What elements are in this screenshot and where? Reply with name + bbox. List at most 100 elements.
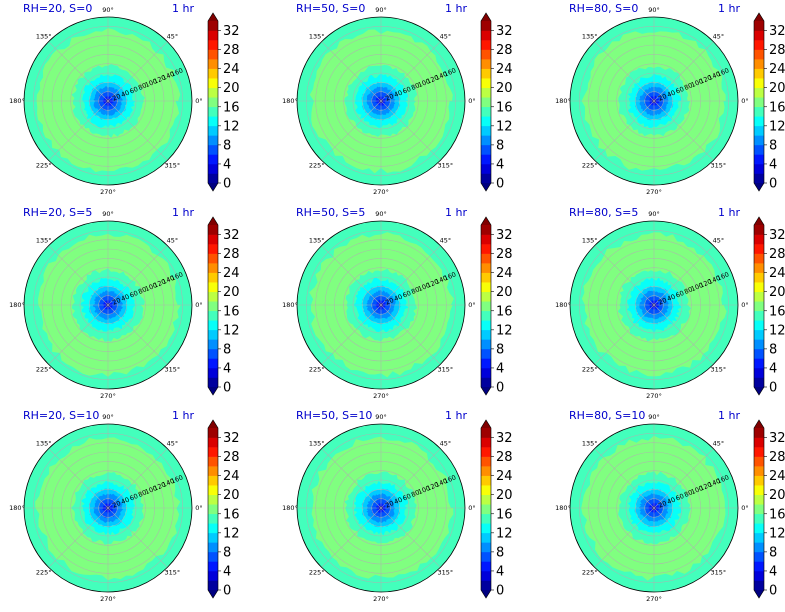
colorbar-segment [208, 163, 218, 174]
panel-time-label: 1 hr [172, 409, 194, 422]
colorbar-segment [208, 301, 218, 312]
colorbar-segment [481, 348, 491, 359]
colorbar-segment [754, 456, 764, 467]
grid-spoke [594, 448, 655, 509]
grid-spoke [380, 41, 441, 102]
angle-tick-label: 45° [713, 33, 725, 41]
colorbar-tick-label: 0 [223, 381, 231, 396]
colorbar-tick-label: 12 [769, 119, 785, 134]
colorbar-segment [481, 125, 491, 136]
colorbar-segment [208, 570, 218, 581]
colorbar-segment [208, 485, 218, 496]
colorbar-segment [208, 282, 218, 293]
grid-spoke [48, 304, 109, 365]
angle-tick-label: 45° [167, 440, 179, 448]
panel-title: RH=50, S=0 [296, 2, 365, 15]
radial-tick-label: 40 [393, 293, 404, 304]
colorbar-segment [754, 542, 764, 553]
colorbar-extend-min [481, 590, 491, 598]
colorbar-segment [754, 144, 764, 155]
colorbar-tick-label: 16 [496, 100, 513, 115]
colorbar-segment [754, 466, 764, 476]
colorbar-tick-label: 4 [223, 361, 231, 376]
colorbar-extend-max [754, 217, 764, 225]
colorbar-tick-label: 28 [496, 450, 513, 465]
angle-tick-label: 315° [711, 568, 727, 576]
colorbar-tick-label: 12 [496, 526, 513, 541]
colorbar-tick-label: 16 [223, 507, 240, 522]
angle-tick-label: 135° [309, 237, 325, 245]
colorbar-segment [481, 532, 491, 543]
angle-tick-label: 135° [36, 237, 52, 245]
colorbar-segment [754, 523, 764, 534]
radial-tick-label: 20 [657, 499, 668, 510]
grid-spoke [653, 507, 714, 568]
radial-tick-label: 60 [675, 85, 686, 96]
colorbar-tick-label: 0 [223, 177, 231, 192]
colorbar-segment [208, 339, 218, 350]
angle-tick-label: 225° [36, 568, 52, 576]
colorbar-tick-label: 32 [496, 431, 513, 446]
radial-tick-label: 20 [111, 92, 122, 103]
colorbar-tick-label: 8 [769, 342, 777, 357]
colorbar-segment [481, 570, 491, 581]
colorbar-tick-label: 28 [223, 247, 240, 262]
colorbar-extend-max [481, 13, 491, 21]
radial-tick-label: 60 [402, 289, 413, 300]
panel-title: RH=20, S=0 [23, 2, 92, 15]
colorbar: 0 4 8 12 16 20 24 28 32 [207, 216, 240, 396]
colorbar-segment [754, 282, 764, 293]
angle-tick-label: 45° [440, 33, 452, 41]
angle-tick-label: 270° [100, 595, 116, 603]
colorbar-tick-label: 28 [769, 43, 785, 58]
colorbar-segment [208, 30, 218, 41]
colorbar-tick-label: 12 [223, 119, 240, 134]
colorbar-segment [208, 523, 218, 534]
angle-tick-label: 315° [165, 365, 181, 373]
colorbar-segment [754, 116, 764, 127]
angle-tick-label: 135° [309, 33, 325, 41]
colorbar-segment [481, 49, 491, 60]
colorbar-segment [208, 49, 218, 60]
colorbar-segment [481, 513, 491, 524]
panel-time-label: 1 hr [718, 409, 740, 422]
colorbar-tick-label: 28 [223, 450, 240, 465]
panel-title: RH=80, S=0 [569, 2, 638, 15]
colorbar-tick-label: 20 [769, 285, 785, 300]
colorbar-segment [481, 263, 491, 273]
colorbar-segment [481, 291, 491, 302]
angle-tick-label: 0° [195, 301, 202, 309]
colorbar-tick-label: 24 [769, 62, 785, 77]
grid-spoke [321, 448, 382, 509]
colorbar-tick-label: 8 [496, 545, 504, 560]
colorbar-segment [754, 225, 764, 235]
radial-tick-label: 80 [683, 81, 694, 92]
colorbar-extend-max [208, 420, 218, 428]
panel-time-label: 1 hr [718, 2, 740, 15]
colorbar-segment [481, 367, 491, 378]
colorbar-tick-label: 24 [223, 62, 240, 77]
colorbar-segment [208, 234, 218, 245]
angle-tick-label: 225° [309, 161, 325, 169]
colorbar-segment [754, 358, 764, 369]
angle-tick-label: 0° [195, 504, 202, 512]
radial-tick-label: 40 [666, 89, 677, 100]
colorbar-segment [208, 263, 218, 273]
colorbar-segment [481, 135, 491, 146]
radial-tick-label: 20 [657, 92, 668, 103]
colorbar-segment [754, 348, 764, 359]
colorbar-segment [754, 377, 764, 388]
colorbar-extend-max [754, 13, 764, 21]
angle-tick-label: 180° [282, 97, 298, 105]
colorbar-segment [754, 135, 764, 146]
colorbar-extend-min [208, 183, 218, 191]
colorbar-segment [208, 456, 218, 467]
colorbar-segment [208, 580, 218, 591]
colorbar-tick-label: 12 [769, 323, 785, 338]
colorbar-segment [481, 163, 491, 174]
colorbar-tick-label: 8 [496, 342, 504, 357]
radial-tick-label: 60 [402, 492, 413, 503]
colorbar-tick-label: 8 [496, 138, 504, 153]
colorbar-segment [208, 144, 218, 155]
angle-tick-label: 270° [646, 188, 662, 196]
